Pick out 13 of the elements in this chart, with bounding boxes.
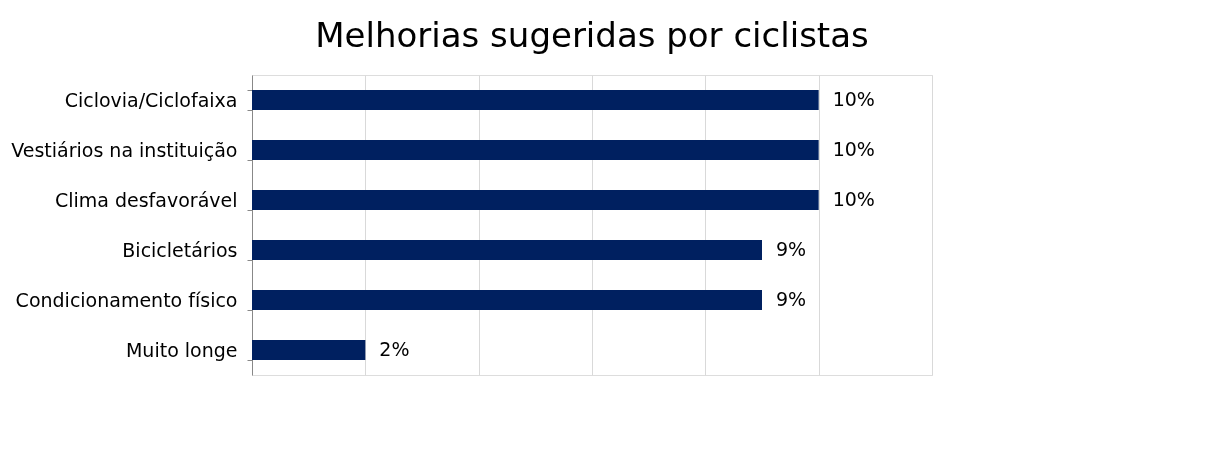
y-tick-label: Clima desfavorável (54, 188, 238, 211)
data-label: 9% (776, 288, 807, 310)
y-tick-label: Muito longe (125, 338, 238, 361)
y-tick-label: Condicionamento físico (15, 288, 238, 311)
data-label: 10% (832, 188, 875, 210)
data-label: 9% (776, 238, 807, 260)
y-tick-label: Vestiários na instituição (11, 138, 238, 161)
y-tick-label: Bicicletários (122, 238, 238, 261)
data-label: 2% (379, 338, 410, 360)
data-label: 10% (832, 88, 875, 110)
y-tick-label: Ciclovia/Ciclofaixa (64, 88, 238, 111)
data-label: 10% (832, 138, 875, 160)
chart-title: Melhorias sugeridas por ciclistas (315, 15, 869, 55)
